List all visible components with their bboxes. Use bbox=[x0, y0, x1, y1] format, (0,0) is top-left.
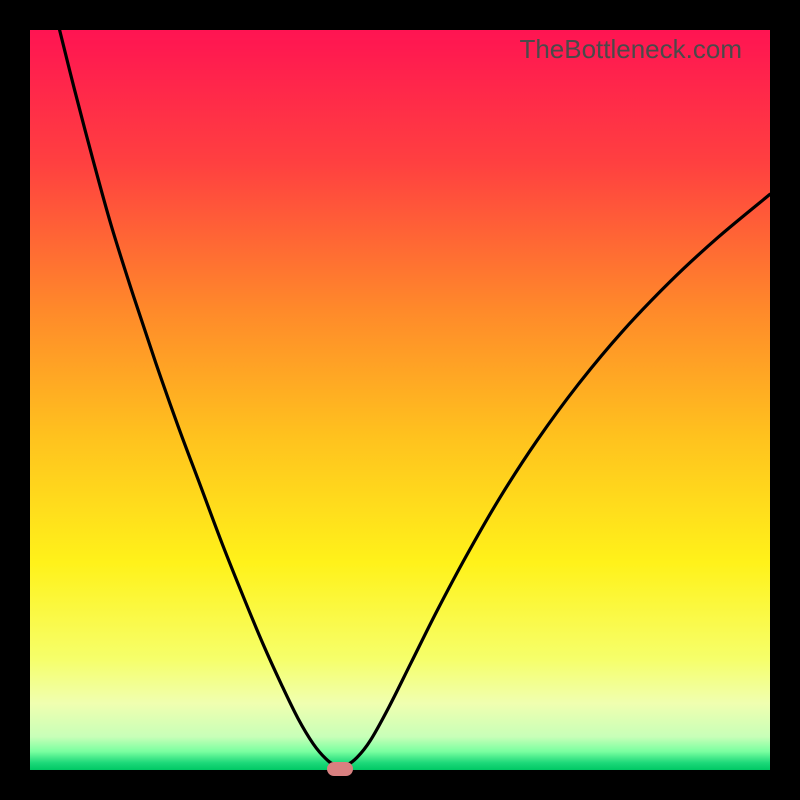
curve-path bbox=[60, 30, 770, 766]
plot-area bbox=[30, 30, 770, 770]
optimum-marker bbox=[327, 762, 353, 776]
chart-frame: TheBottleneck.com bbox=[0, 0, 800, 800]
bottleneck-curve bbox=[30, 30, 770, 770]
watermark-label: TheBottleneck.com bbox=[519, 34, 742, 65]
